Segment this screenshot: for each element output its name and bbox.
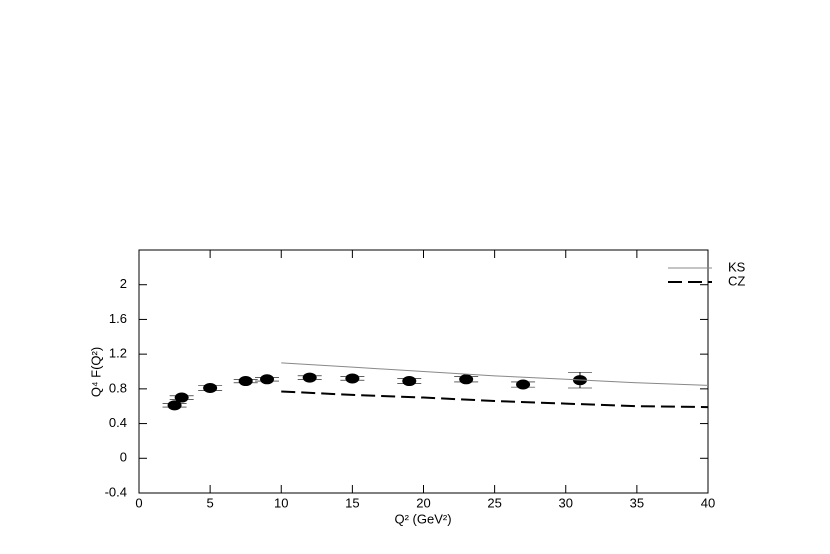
x-tick-label: 10 [274, 495, 288, 510]
data-point [402, 376, 417, 387]
y-tick-label: 0 [120, 450, 127, 465]
data-point [516, 379, 531, 390]
data-point [459, 374, 474, 385]
model-line [281, 362, 709, 386]
data-point [203, 382, 218, 393]
y-tick-label: 0.4 [109, 415, 127, 430]
y-tick-label: 1.6 [109, 311, 127, 326]
x-tick-label: 35 [630, 495, 644, 510]
legend-label: CZ [728, 273, 745, 288]
x-tick-label: 25 [487, 495, 501, 510]
y-tick-label: 1.2 [109, 346, 127, 361]
model-line [281, 390, 709, 409]
x-tick-label: 20 [416, 495, 430, 510]
y-axis-label: Q⁴ F(Q²) [88, 347, 103, 397]
x-tick-label: 40 [701, 495, 715, 510]
data-point [167, 400, 182, 411]
y-tick-label: 0.8 [109, 380, 127, 395]
data-point [260, 374, 275, 385]
x-tick-label: 30 [559, 495, 573, 510]
data-point [174, 392, 189, 403]
data-point [238, 376, 253, 387]
data-point [302, 372, 317, 383]
x-tick-label: 5 [207, 495, 214, 510]
y-tick-label: -0.4 [105, 484, 127, 499]
y-tick-label: 2 [120, 276, 127, 291]
x-tick-label: 15 [345, 495, 359, 510]
x-tick-label: 0 [135, 495, 142, 510]
legend-label: KS [728, 259, 746, 274]
x-axis-label: Q² (GeV²) [394, 511, 451, 526]
data-point [345, 373, 360, 384]
